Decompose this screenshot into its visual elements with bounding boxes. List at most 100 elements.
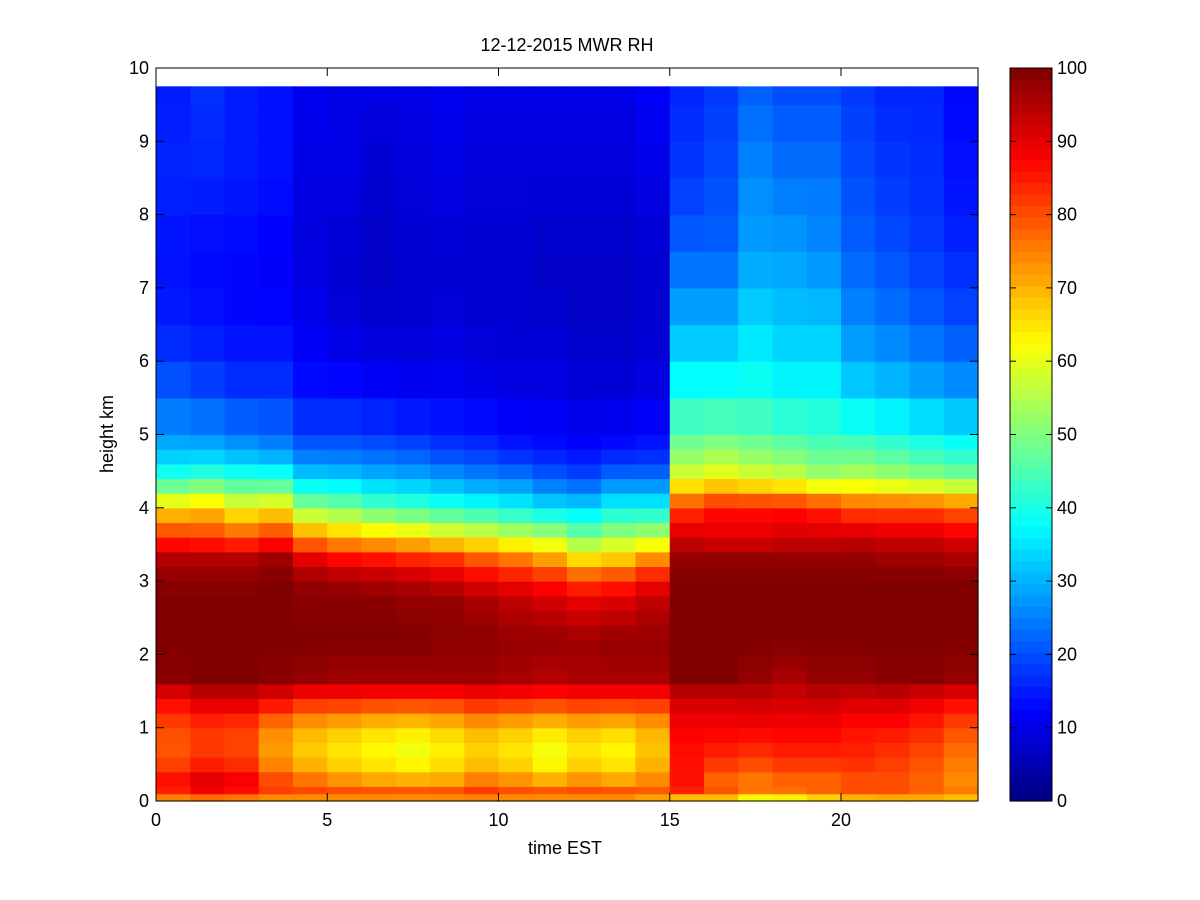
heatmap-cell bbox=[567, 581, 602, 597]
heatmap-cell bbox=[669, 434, 705, 450]
heatmap-cell bbox=[909, 397, 945, 436]
heatmap-cell bbox=[430, 551, 465, 568]
heatmap-cell bbox=[943, 522, 979, 538]
heatmap-cell bbox=[395, 251, 431, 289]
colorbar-segment bbox=[1010, 755, 1052, 768]
heatmap-cell bbox=[841, 639, 876, 655]
heatmap-cell bbox=[601, 86, 637, 106]
heatmap-cell bbox=[327, 86, 363, 106]
heatmap-cell bbox=[772, 214, 808, 252]
heatmap-cell bbox=[704, 698, 739, 714]
heatmap-cell bbox=[806, 566, 842, 582]
heatmap-cell bbox=[738, 478, 774, 494]
heatmap-cell bbox=[430, 522, 465, 538]
colorbar-segment bbox=[1010, 457, 1052, 470]
heatmap-cell bbox=[567, 287, 602, 326]
heatmap-cell bbox=[293, 478, 328, 494]
heatmap-cell bbox=[430, 727, 465, 743]
heatmap-cell bbox=[875, 639, 911, 655]
heatmap-cell bbox=[190, 610, 226, 626]
heatmap-cell bbox=[464, 698, 500, 714]
heatmap-cell bbox=[156, 625, 191, 641]
colorbar-segment bbox=[1010, 789, 1052, 802]
heatmap-cell bbox=[841, 86, 876, 106]
heatmap-cell bbox=[395, 434, 431, 450]
heatmap-cell bbox=[532, 595, 568, 612]
heatmap-cell bbox=[361, 771, 397, 787]
heatmap-cell bbox=[224, 449, 260, 465]
heatmap-cell bbox=[738, 742, 774, 758]
heatmap-cell bbox=[909, 595, 945, 612]
heatmap-cell bbox=[704, 610, 739, 626]
heatmap-cell bbox=[601, 361, 637, 399]
heatmap-cell bbox=[327, 654, 363, 670]
colorbar-segment bbox=[1010, 594, 1052, 607]
heatmap-cell bbox=[669, 397, 705, 436]
heatmap-cell bbox=[875, 742, 911, 758]
heatmap-cell bbox=[943, 287, 979, 326]
heatmap-cell bbox=[669, 793, 705, 802]
colorbar-segment bbox=[1010, 629, 1052, 642]
heatmap-cell bbox=[909, 86, 945, 106]
heatmap-cell bbox=[841, 727, 876, 743]
heatmap-cell bbox=[806, 214, 842, 252]
heatmap-cell bbox=[841, 669, 876, 685]
heatmap-cell bbox=[601, 786, 637, 795]
heatmap-cell bbox=[327, 581, 363, 597]
heatmap-cell bbox=[190, 742, 226, 758]
colorbar-segment bbox=[1010, 491, 1052, 504]
heatmap-cell bbox=[875, 595, 911, 612]
heatmap-cell bbox=[224, 713, 260, 729]
heatmap-cell bbox=[772, 493, 808, 509]
colorbar-segment bbox=[1010, 743, 1052, 756]
heatmap-cell bbox=[567, 522, 602, 538]
heatmap-cell bbox=[909, 251, 945, 289]
heatmap-cell bbox=[293, 698, 328, 714]
heatmap-cell bbox=[875, 610, 911, 626]
heatmap-cell bbox=[601, 463, 637, 480]
heatmap-cell bbox=[704, 177, 739, 216]
heatmap-cell bbox=[224, 86, 260, 106]
heatmap-cell bbox=[190, 793, 226, 802]
colorbar-segment bbox=[1010, 503, 1052, 516]
heatmap-cell bbox=[156, 287, 191, 326]
heatmap-cell bbox=[875, 104, 911, 142]
heatmap-cell bbox=[532, 793, 568, 802]
heatmap-cell bbox=[772, 639, 808, 655]
heatmap-cell bbox=[635, 324, 671, 362]
heatmap-cell bbox=[909, 324, 945, 362]
heatmap-cell bbox=[361, 566, 397, 582]
heatmap-cell bbox=[361, 104, 397, 142]
heatmap-cell bbox=[464, 742, 500, 758]
heatmap-cell bbox=[635, 595, 671, 612]
colorbar-tick-label: 70 bbox=[1057, 278, 1077, 298]
heatmap-cell bbox=[532, 434, 568, 450]
heatmap-cell bbox=[806, 581, 842, 597]
heatmap-cell bbox=[258, 793, 294, 802]
heatmap-cell bbox=[361, 639, 397, 655]
heatmap-cell bbox=[909, 177, 945, 216]
heatmap-cell bbox=[943, 742, 979, 758]
heatmap-cell bbox=[943, 478, 979, 494]
heatmap-cell bbox=[258, 104, 294, 142]
heatmap-cell bbox=[532, 581, 568, 597]
heatmap-cell bbox=[224, 551, 260, 568]
heatmap-cell bbox=[704, 361, 739, 399]
y-tick-label: 0 bbox=[139, 791, 149, 811]
heatmap-cell bbox=[156, 478, 191, 494]
heatmap-cell bbox=[464, 287, 500, 326]
heatmap-cell bbox=[361, 478, 397, 494]
heatmap-cell bbox=[704, 397, 739, 436]
heatmap-cell bbox=[293, 86, 328, 106]
colorbar-segment bbox=[1010, 274, 1052, 287]
heatmap-cell bbox=[224, 522, 260, 538]
heatmap-cell bbox=[806, 639, 842, 655]
heatmap-cell bbox=[601, 713, 637, 729]
heatmap-cell bbox=[156, 757, 191, 773]
heatmap-cell bbox=[430, 141, 465, 179]
heatmap-cell bbox=[156, 595, 191, 612]
heatmap-cell bbox=[498, 639, 534, 655]
heatmap-cell bbox=[498, 625, 534, 641]
heatmap-cell bbox=[190, 654, 226, 670]
heatmap-cell bbox=[567, 727, 602, 743]
